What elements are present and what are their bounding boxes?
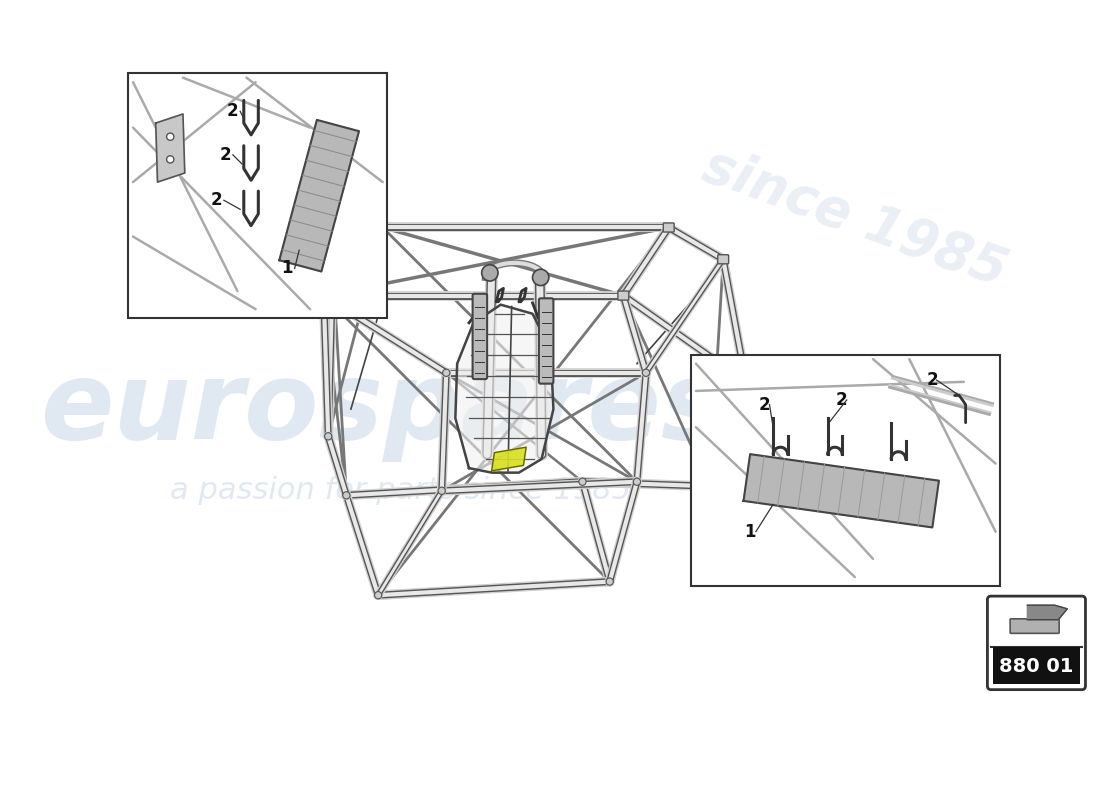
Circle shape bbox=[343, 492, 350, 499]
Polygon shape bbox=[492, 447, 526, 471]
Circle shape bbox=[320, 292, 328, 299]
Circle shape bbox=[634, 478, 640, 486]
FancyBboxPatch shape bbox=[760, 373, 808, 391]
Circle shape bbox=[482, 265, 498, 281]
Polygon shape bbox=[1027, 606, 1067, 620]
Text: 1: 1 bbox=[745, 522, 756, 541]
Circle shape bbox=[324, 433, 332, 440]
Circle shape bbox=[532, 270, 549, 286]
Circle shape bbox=[642, 369, 650, 376]
Circle shape bbox=[619, 292, 627, 299]
Text: 2: 2 bbox=[926, 371, 938, 389]
Circle shape bbox=[606, 578, 614, 586]
Circle shape bbox=[379, 224, 386, 231]
Polygon shape bbox=[279, 120, 359, 271]
FancyBboxPatch shape bbox=[473, 294, 487, 379]
Circle shape bbox=[438, 487, 446, 494]
Text: since 1985: since 1985 bbox=[696, 139, 1014, 298]
Text: 2: 2 bbox=[835, 391, 847, 409]
Text: 880 01: 880 01 bbox=[999, 657, 1074, 675]
Text: 2: 2 bbox=[758, 395, 770, 414]
Text: eurospares: eurospares bbox=[40, 356, 725, 462]
Circle shape bbox=[374, 591, 382, 599]
FancyBboxPatch shape bbox=[663, 223, 674, 232]
FancyBboxPatch shape bbox=[717, 254, 728, 264]
FancyBboxPatch shape bbox=[988, 596, 1086, 690]
Bar bbox=[129, 73, 387, 318]
Bar bbox=[692, 354, 1000, 586]
Polygon shape bbox=[156, 114, 185, 182]
Polygon shape bbox=[455, 305, 553, 473]
Circle shape bbox=[166, 133, 174, 140]
Text: 2: 2 bbox=[227, 102, 239, 120]
FancyBboxPatch shape bbox=[539, 298, 553, 384]
Circle shape bbox=[579, 478, 586, 486]
Bar bbox=[993, 647, 1080, 684]
FancyBboxPatch shape bbox=[1010, 619, 1059, 634]
Circle shape bbox=[442, 369, 450, 376]
Circle shape bbox=[719, 256, 727, 263]
FancyBboxPatch shape bbox=[740, 378, 751, 386]
Circle shape bbox=[706, 482, 713, 490]
Text: 2: 2 bbox=[220, 146, 231, 164]
Circle shape bbox=[666, 224, 672, 231]
Text: 2: 2 bbox=[211, 191, 222, 210]
Polygon shape bbox=[744, 454, 939, 527]
Circle shape bbox=[742, 378, 749, 386]
Text: a passion for parts since 1985: a passion for parts since 1985 bbox=[170, 476, 631, 506]
Circle shape bbox=[166, 156, 174, 163]
Text: 1: 1 bbox=[282, 259, 293, 278]
FancyBboxPatch shape bbox=[618, 291, 629, 300]
